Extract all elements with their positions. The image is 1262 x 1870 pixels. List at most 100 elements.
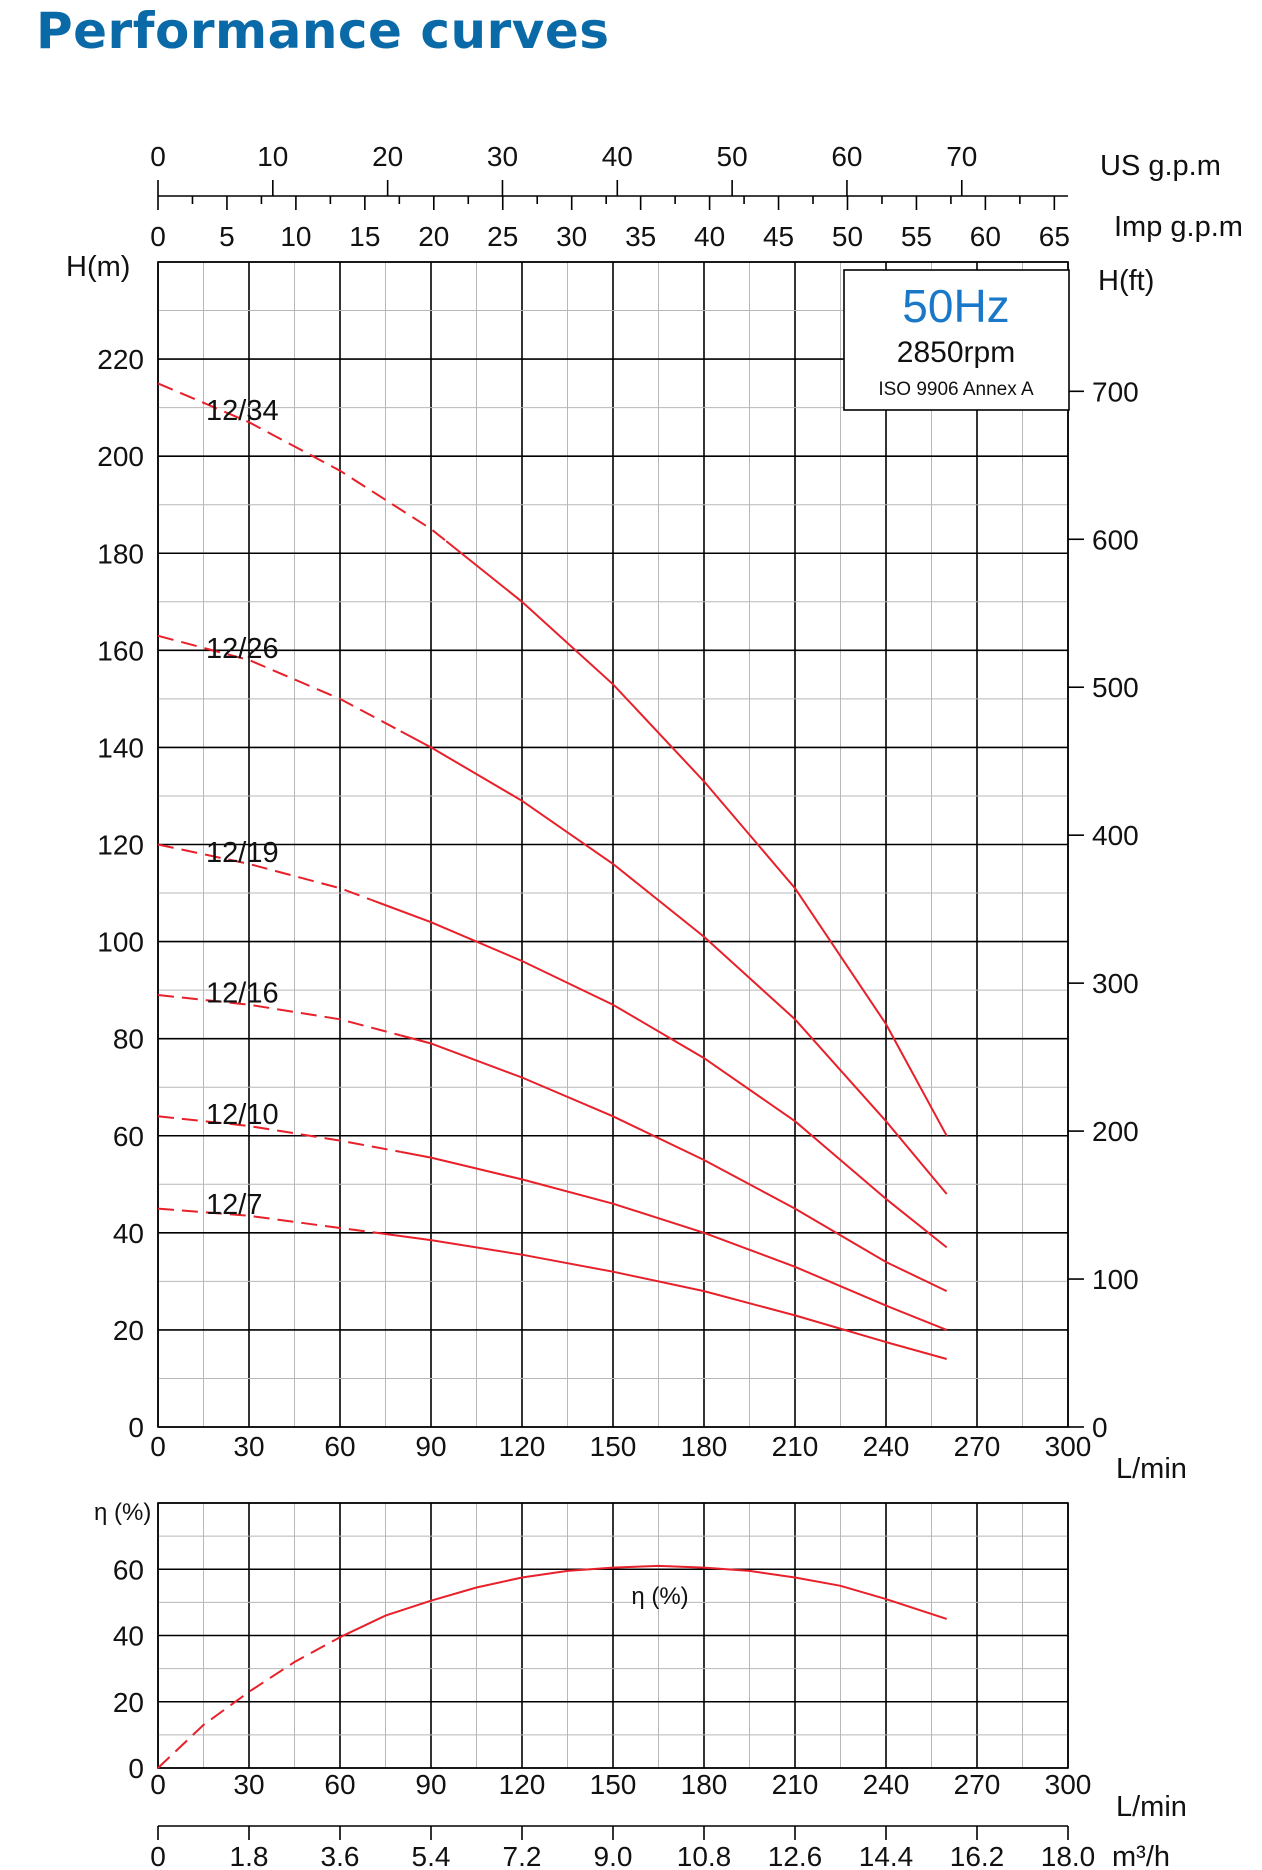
y-tick-label-ft: 400 [1092,820,1139,851]
m3h-axis-label: m³/h [1112,1841,1170,1870]
x-tick-label-efficiency: 180 [681,1769,728,1800]
x-tick-label: 120 [499,1431,546,1462]
m3h-tick-label: 18.0 [1041,1841,1096,1870]
us-gpm-tick-label: 0 [150,141,166,172]
head-curve-solid [400,1150,948,1331]
head-curve-dashed [157,843,371,901]
head-curve-dashed [157,382,447,542]
x-tick-label-efficiency: 270 [954,1769,1001,1800]
y-tick-label-m: 100 [97,927,144,958]
efficiency-curve-label: η (%) [631,1583,688,1610]
y-tick-label-m: 40 [113,1218,144,1249]
imp-gpm-tick-label: 30 [556,221,587,252]
curve-label: 12/19 [206,837,279,869]
axis-ticks: 0030306060909012012015015018018021021024… [97,141,1138,1870]
head-curve-solid [385,1233,947,1360]
curve-label: 12/10 [206,1099,279,1131]
us-gpm-tick-label: 40 [602,141,633,172]
imp-gpm-tick-label: 15 [349,221,380,252]
x-axis-label-head: L/min [1116,1453,1187,1485]
y-tick-label-m: 20 [113,1315,144,1346]
frequency-label: 50Hz [902,280,1009,332]
us-gpm-label: US g.p.m [1100,150,1221,182]
x-tick-label: 270 [954,1431,1001,1462]
y-tick-label-m: 180 [97,538,144,569]
imp-gpm-tick-label: 60 [970,221,1001,252]
imp-gpm-label: Imp g.p.m [1114,211,1243,243]
us-gpm-tick-label: 10 [257,141,288,172]
imp-gpm-tick-label: 45 [763,221,794,252]
x-tick-label: 300 [1045,1431,1092,1462]
imp-gpm-tick-label: 0 [150,221,166,252]
x-tick-label: 30 [233,1431,264,1462]
head-curve-solid [445,540,948,1137]
head-curve-dashed [157,1207,386,1235]
head-curves: 12/34 12/26 12/19 12/16 12/10 12/7 [157,382,948,1360]
x-tick-label-efficiency: 240 [863,1769,910,1800]
m3h-tick-label: 5.4 [412,1841,451,1870]
y-axis-label-ft: H(ft) [1098,265,1154,297]
y-tick-label-ft: 200 [1092,1116,1139,1147]
y-tick-label-m: 60 [113,1121,144,1152]
us-gpm-tick-label: 20 [372,141,403,172]
speed-label: 2850rpm [897,336,1015,369]
y-tick-label-m: 140 [97,732,144,763]
x-tick-label-efficiency: 30 [233,1769,264,1800]
y-tick-label-ft: 500 [1092,672,1139,703]
x-tick-label-efficiency: 90 [415,1769,446,1800]
imp-gpm-tick-label: 55 [901,221,932,252]
us-gpm-tick-label: 30 [487,141,518,172]
y-tick-label-ft: 100 [1092,1264,1139,1295]
curve-label: 12/16 [206,978,279,1010]
y-tick-label-ft: 700 [1092,376,1139,407]
y-tick-label-m: 0 [128,1412,144,1443]
y-tick-label-ft: 300 [1092,968,1139,999]
imp-gpm-tick-label: 10 [280,221,311,252]
imp-gpm-tick-label: 35 [625,221,656,252]
y-tick-label-efficiency: 40 [113,1621,144,1652]
efficiency-axis-label: η (%) [94,1499,151,1526]
m3h-tick-label: 9.0 [594,1841,633,1870]
m3h-tick-label: 0 [150,1841,166,1870]
curve-label: 12/7 [206,1189,262,1221]
head-curve-solid [369,898,948,1249]
head-curve-dashed [157,1115,401,1153]
x-tick-label: 90 [415,1431,446,1462]
m3h-tick-label: 1.8 [230,1841,269,1870]
imp-gpm-tick-label: 65 [1039,221,1070,252]
y-tick-label-efficiency: 0 [128,1753,144,1784]
us-gpm-tick-label: 70 [946,141,977,172]
imp-gpm-tick-label: 50 [832,221,863,252]
y-tick-label-efficiency: 60 [113,1554,144,1585]
x-tick-label-efficiency: 210 [772,1769,819,1800]
y-tick-label-efficiency: 20 [113,1687,144,1718]
x-tick-label-efficiency: 150 [590,1769,637,1800]
x-tick-label: 240 [863,1431,910,1462]
x-tick-label: 180 [681,1431,728,1462]
y-axis-label-m: H(m) [66,251,130,283]
head-curve-dashed [157,994,401,1037]
x-tick-label: 0 [150,1431,166,1462]
head-curve-solid [400,1034,948,1293]
y-tick-label-m: 160 [97,635,144,666]
x-tick-label: 210 [772,1431,819,1462]
head-chart-grid [157,261,1069,1428]
m3h-tick-label: 10.8 [677,1841,732,1870]
curve-label: 12/34 [206,395,279,427]
head-curve-solid [400,730,948,1195]
x-axis-label-efficiency: L/min [1116,1791,1187,1823]
m3h-tick-label: 16.2 [950,1841,1005,1870]
y-tick-label-m: 80 [113,1024,144,1055]
m3h-tick-label: 12.6 [768,1841,823,1870]
x-tick-label: 60 [324,1431,355,1462]
imp-gpm-tick-label: 20 [418,221,449,252]
x-tick-label-efficiency: 300 [1045,1769,1092,1800]
imp-gpm-tick-label: 5 [219,221,235,252]
y-tick-label-m: 200 [97,441,144,472]
us-gpm-tick-label: 50 [717,141,748,172]
y-tick-label-ft: 600 [1092,524,1139,555]
imp-gpm-tick-label: 25 [487,221,518,252]
efficiency-curve-group [157,1564,948,1769]
standard-label: ISO 9906 Annex A [878,379,1034,400]
